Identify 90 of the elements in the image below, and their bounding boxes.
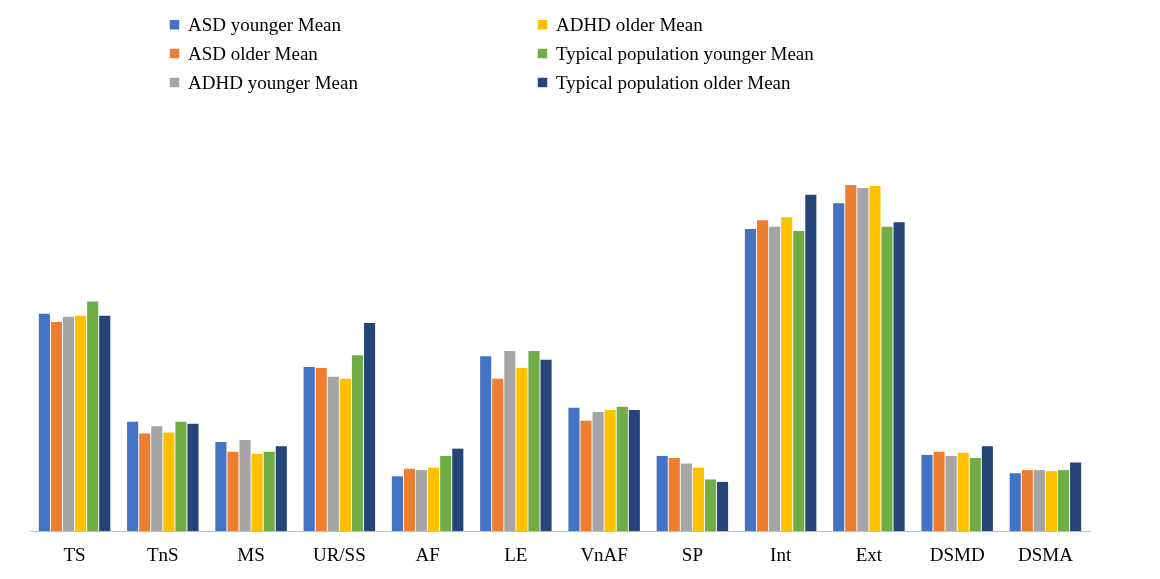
legend-label: Typical population older Mean: [556, 71, 792, 93]
bar: [540, 359, 552, 531]
bar: [1021, 470, 1033, 531]
bar: [315, 368, 327, 531]
bar: [933, 451, 945, 531]
bar: [480, 356, 492, 531]
bar: [516, 368, 528, 531]
legend-label: ADHD younger Mean: [188, 71, 359, 93]
bar: [227, 451, 239, 531]
x-tick-label: VnAF: [580, 543, 628, 565]
bar: [363, 323, 376, 531]
x-tick-label: MS: [237, 543, 265, 565]
bar: [1009, 473, 1021, 531]
bar: [869, 186, 881, 531]
bar: [251, 453, 263, 531]
bar: [139, 433, 151, 531]
bar: [239, 440, 251, 531]
bar: [75, 315, 87, 531]
bar: [704, 479, 717, 531]
bar: [921, 454, 933, 531]
bar: [175, 421, 187, 531]
bar: [893, 222, 905, 531]
bar: [504, 351, 516, 531]
bar: [1070, 462, 1082, 531]
legend-label: ASD younger Mean: [188, 13, 342, 35]
bar: [881, 226, 893, 531]
bar: [151, 426, 163, 531]
bar: [833, 203, 845, 531]
bar: [263, 451, 275, 531]
bar: [1045, 471, 1058, 531]
bar: [275, 446, 287, 531]
x-tick-label: DSMD: [929, 543, 985, 565]
bar: [403, 468, 416, 531]
bar: [744, 228, 757, 531]
bar: [492, 378, 504, 531]
bar: [38, 313, 50, 531]
bar: [668, 457, 680, 531]
legend-label: ASD older Mean: [188, 42, 319, 64]
bar: [62, 316, 75, 531]
bar: [528, 351, 540, 531]
x-tick-label: UR/SS: [312, 543, 366, 565]
bar: [604, 409, 616, 531]
bar: [592, 411, 604, 531]
x-tick-label: SP: [681, 543, 703, 565]
bar: [303, 367, 315, 531]
bar: [1033, 470, 1045, 531]
bar: [616, 406, 628, 531]
x-tick-label: Int: [770, 543, 792, 565]
x-tick-label: Ext: [855, 543, 883, 565]
bar: [127, 421, 139, 531]
bar: [717, 481, 729, 531]
bar: [428, 467, 440, 531]
bar: [416, 470, 428, 531]
bar: [692, 467, 704, 531]
bar: [769, 226, 781, 531]
bar: [957, 452, 969, 531]
x-tick-label: TnS: [146, 543, 179, 565]
bar: [656, 455, 668, 531]
bar: [163, 432, 175, 531]
bar: [215, 442, 227, 531]
bar: [680, 463, 692, 531]
x-tick-label: DSMA: [1017, 543, 1074, 565]
x-tick-label: LE: [504, 543, 528, 565]
bar: [568, 407, 580, 531]
legend-label: ADHD older Mean: [556, 13, 704, 35]
bar: [945, 455, 957, 531]
bar: [580, 420, 592, 531]
bar: [87, 301, 99, 531]
bar: [99, 315, 111, 531]
bar: [391, 476, 403, 531]
bar: [187, 423, 199, 531]
bar: [327, 376, 339, 531]
bar: [857, 188, 869, 531]
bar: [781, 217, 793, 531]
bar: [50, 322, 63, 531]
bar: [351, 355, 364, 531]
x-tick-label: AF: [415, 543, 440, 565]
bar: [756, 220, 769, 531]
legend-label: Typical population younger Mean: [556, 42, 815, 64]
bar: [805, 194, 817, 531]
bar: [1057, 470, 1070, 531]
bar: [845, 185, 857, 531]
bar: [440, 455, 452, 531]
x-tick-label: TS: [63, 543, 86, 565]
bar: [793, 231, 805, 531]
bar: [628, 409, 640, 531]
bar: [452, 448, 464, 531]
bar: [969, 457, 981, 531]
bar: [339, 378, 351, 531]
bar: [981, 446, 993, 531]
